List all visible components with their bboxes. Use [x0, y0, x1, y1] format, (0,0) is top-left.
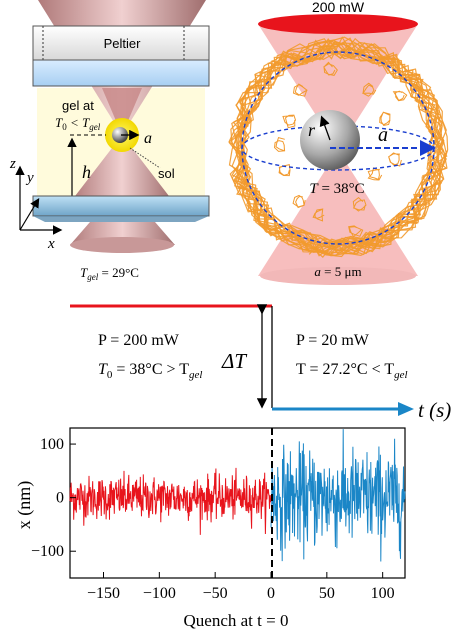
polymer-curl: [312, 208, 325, 222]
y-tick-label: −100: [31, 543, 64, 560]
x-tick-label: −150: [87, 585, 120, 602]
bead: [112, 127, 128, 143]
setup-schematic: Peltier a gel at T0 < Tgel sol h: [9, 0, 210, 282]
coordinate-axes: z y x: [9, 156, 63, 252]
polymer-curl: [292, 83, 308, 97]
before-power: P = 200 mW: [98, 332, 180, 349]
x-tick-label: 100: [371, 585, 395, 602]
bottom-stage: [32, 195, 210, 217]
polymer-strand: [236, 37, 448, 258]
laser-bottom: [260, 267, 416, 285]
r-arrow: [319, 115, 331, 141]
polymer-curl: [352, 196, 367, 212]
sol-pointer: [129, 147, 161, 169]
y-tick-label: 0: [56, 490, 64, 507]
x-tick-label: −50: [203, 585, 228, 602]
trajectory-traces: [69, 429, 406, 562]
polymer-strand: [230, 43, 445, 255]
axis-z-label: z: [9, 156, 16, 172]
polymer-curl: [348, 225, 364, 238]
polymer-curl: [392, 90, 408, 102]
polymer-strand: [238, 42, 448, 257]
polymer-curl: [379, 111, 391, 126]
trace-after-quench: [270, 429, 406, 562]
trace-before-quench: [69, 467, 272, 535]
polymer-curl: [362, 82, 377, 97]
axis-x-label: x: [47, 236, 55, 252]
laser-beam: [258, 24, 418, 276]
a-label-left: a: [144, 130, 152, 147]
top-glass-plate: [32, 59, 210, 87]
laser-top: [258, 14, 418, 34]
gel-condition: T0 < Tgel: [55, 115, 101, 132]
x-axis-label: Quench at t = 0: [184, 611, 289, 630]
polymer-strand: [237, 40, 441, 255]
polymer-curl: [367, 167, 383, 181]
sol-label: sol: [158, 166, 175, 181]
polymer-curl: [282, 114, 297, 129]
bottom-stage-side: [33, 216, 209, 222]
polymer-curl: [388, 152, 402, 167]
temperature-label: T = 38°C: [309, 181, 364, 197]
before-temperature: T0 = 38°C > Tgel: [98, 361, 202, 381]
bead-size-caption: a = 5 μm: [314, 264, 361, 279]
axis-y-label: y: [25, 170, 34, 186]
x-tick-label: 50: [319, 585, 335, 602]
peltier-label: Peltier: [104, 36, 142, 51]
polymer-curl: [323, 61, 338, 76]
plot-frame: [69, 427, 406, 579]
x-tick-label: 0: [267, 585, 275, 602]
y-tick-label: 100: [40, 436, 64, 453]
time-axis-label: t (s): [418, 398, 451, 422]
tgel-caption: Tgel = 29°C: [80, 265, 139, 282]
y-axis-label: x (nm): [14, 481, 35, 530]
polymer-curl: [292, 194, 306, 209]
beam-cone-upper: [102, 88, 142, 135]
x-tick-label: −100: [143, 585, 176, 602]
beam-cone-lower: [72, 135, 172, 200]
lower-objective-base: [70, 237, 174, 253]
laser-power-label: 200 mW: [312, 0, 365, 15]
r-label: r: [308, 120, 316, 140]
delta-T-label: ΔT: [221, 349, 247, 373]
quench-protocol: ΔT P = 200 mW T0 = 38°C > Tgel P = 20 mW…: [70, 304, 451, 422]
bead-schematic: 200 mW r a T = 38°C a = 5 μm: [228, 0, 449, 285]
h-label: h: [82, 162, 91, 182]
polymer-curl: [273, 136, 286, 152]
a-label-right: a: [378, 124, 388, 146]
gel-label: gel at: [62, 98, 94, 113]
peltier-block: [32, 25, 210, 61]
plot-ticks: −150 −100 −50 0 50 100 −100 0 100: [31, 436, 395, 602]
after-temperature: T = 27.2°C < Tgel: [296, 361, 408, 381]
power-after-arrowhead: [398, 402, 414, 416]
trajectory-plot: −150 −100 −50 0 50 100 −100 0 100 x (nm) Quench …: [14, 427, 406, 630]
after-power: P = 20 mW: [296, 332, 370, 349]
